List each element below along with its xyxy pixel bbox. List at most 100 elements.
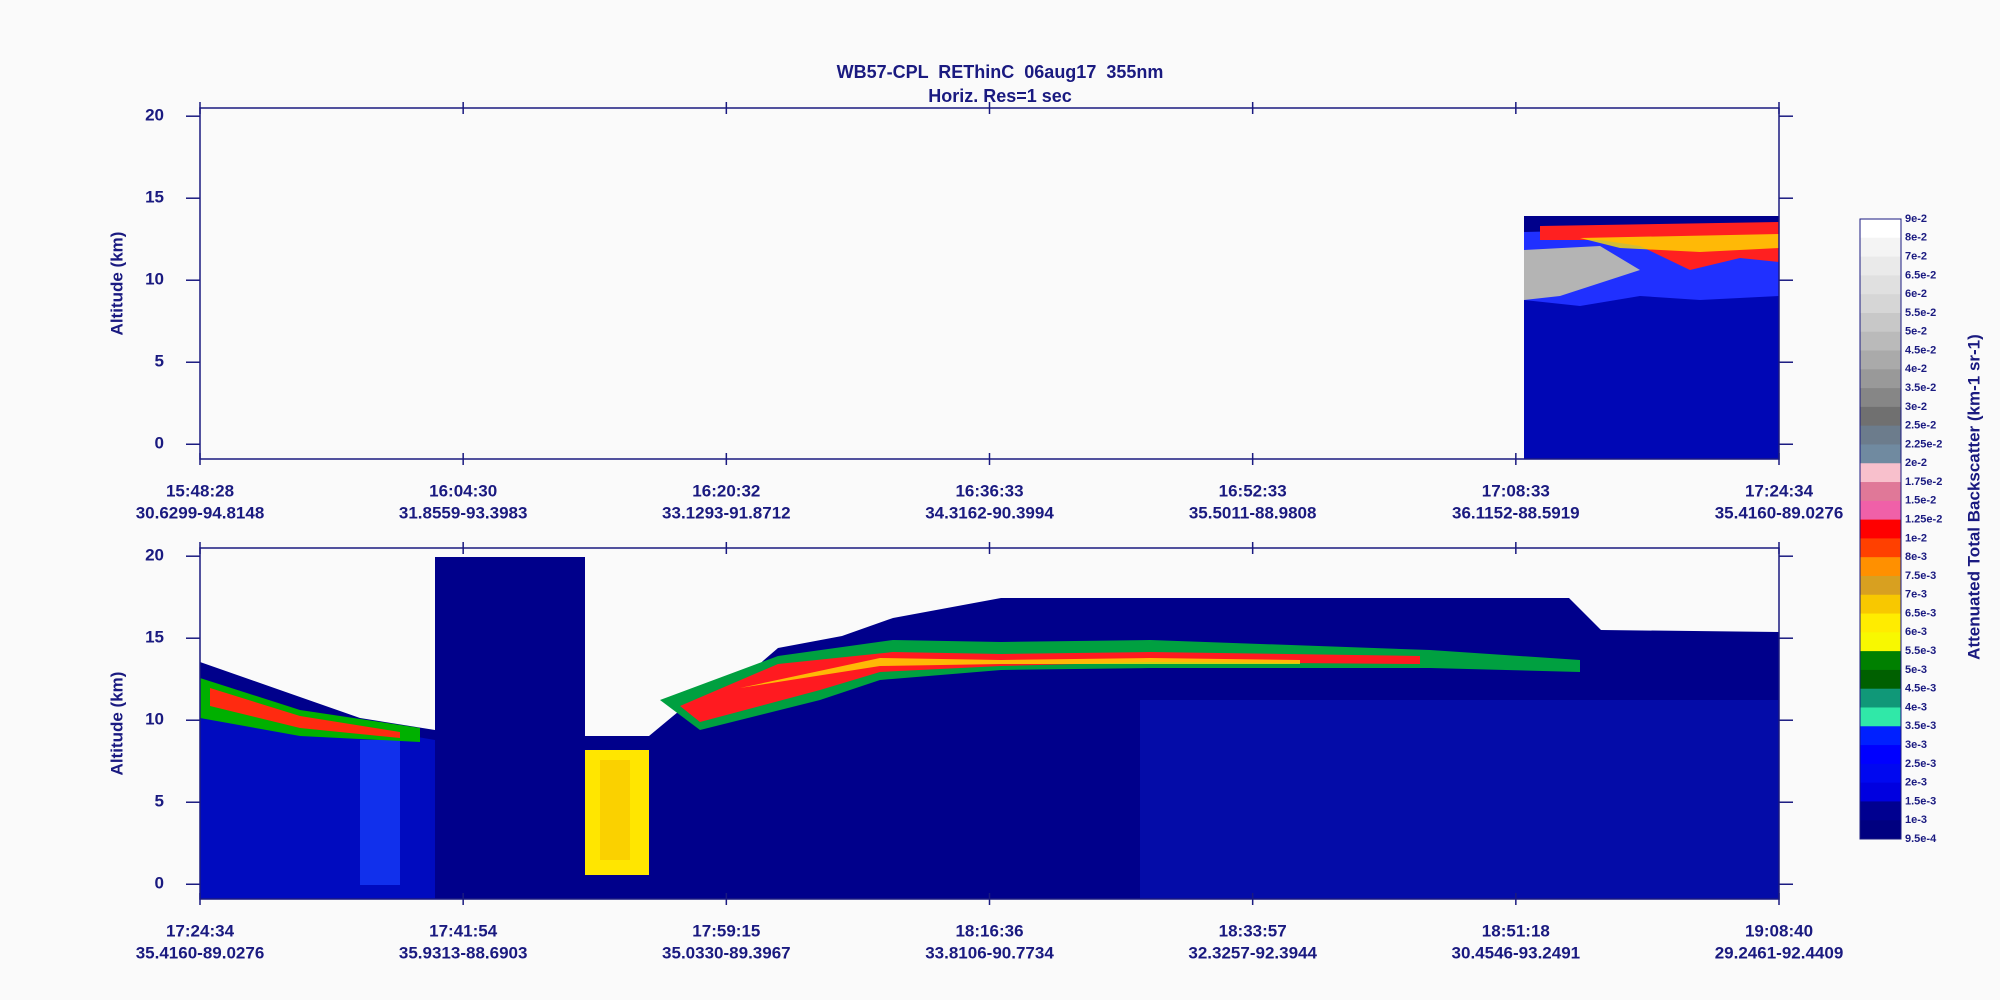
x-tick-location: 32.3257-92.3944 [1188, 943, 1317, 962]
colorbar-level [1860, 726, 1901, 746]
colorbar-tick-label: 4.5e-2 [1905, 344, 1936, 356]
curtain-bottom [200, 557, 1779, 899]
colorbar-tick-label: 1.5e-3 [1905, 795, 1936, 807]
x-tick-time: 16:04:30 [429, 481, 497, 500]
colorbar-tick-label: 1.25e-2 [1905, 514, 1942, 526]
colorbar-level [1860, 237, 1901, 258]
curtain-top [1524, 216, 1779, 459]
y-tick-label: 0 [155, 874, 164, 893]
colorbar-level [1860, 369, 1901, 389]
x-tick-location: 34.3162-90.3994 [925, 503, 1054, 522]
colorbar-level [1860, 388, 1901, 408]
y-tick-label: 20 [145, 546, 164, 565]
colorbar-tick-label: 5.5e-2 [1905, 307, 1936, 319]
y-axis-label: Altitude (km) [107, 232, 126, 336]
colorbar-level [1860, 275, 1901, 295]
colorbar-tick-label: 4e-3 [1905, 701, 1927, 713]
colorbar-level [1860, 763, 1901, 784]
colorbar-tick-label: 3e-3 [1905, 739, 1927, 751]
x-tick-time: 18:16:36 [955, 921, 1023, 940]
x-tick-location: 33.8106-90.7734 [925, 943, 1054, 962]
colorbar-level [1860, 350, 1901, 370]
x-tick-location: 35.4160-89.0276 [136, 943, 265, 962]
colorbar-level [1860, 651, 1901, 671]
colorbar-level [1860, 594, 1901, 615]
y-tick-label: 5 [155, 352, 164, 371]
colorbar-level [1860, 820, 1901, 840]
y-axis-label: Altitude (km) [107, 672, 126, 776]
colorbar-level [1860, 406, 1901, 427]
colorbar-label: Attenuated Total Backscatter (km-1 sr-1) [1964, 334, 1983, 660]
y-tick-label: 15 [145, 628, 164, 647]
colorbar-tick-label: 1e-2 [1905, 532, 1927, 544]
x-tick-location: 31.8559-93.3983 [399, 503, 528, 522]
colorbar-level [1860, 632, 1901, 652]
colorbar-tick-label: 1.75e-2 [1905, 476, 1942, 488]
y-tick-label: 10 [145, 710, 164, 729]
colorbar-tick-label: 7e-2 [1905, 250, 1927, 262]
colorbar-frame [1859, 218, 1902, 840]
colorbar-level [1860, 256, 1901, 276]
colorbar-tick-label: 1e-3 [1905, 814, 1927, 826]
colorbar-tick-label: 8e-3 [1905, 551, 1927, 563]
colorbar-tick-label: 9.5e-4 [1905, 833, 1937, 845]
x-tick-time: 18:33:57 [1219, 921, 1287, 940]
colorbar-level [1860, 331, 1901, 352]
colorbar-tick-label: 1.5e-2 [1905, 495, 1936, 507]
x-tick-location: 35.9313-88.6903 [399, 943, 528, 962]
colorbar-level [1860, 463, 1901, 483]
colorbar-level [1860, 425, 1901, 445]
subtitle: Horiz. Res=1 sec [928, 86, 1072, 106]
title: WB57-CPL REThinC 06aug17 355nm [837, 62, 1164, 82]
colorbar-tick-label: 3.5e-3 [1905, 720, 1936, 732]
colorbar-tick-label: 6.5e-3 [1905, 607, 1936, 619]
x-tick-location: 36.1152-88.5919 [1452, 503, 1580, 522]
colorbar-level [1860, 482, 1901, 502]
colorbar-level [1860, 688, 1901, 708]
colorbar-tick-label: 7e-3 [1905, 589, 1927, 601]
colorbar-level [1860, 782, 1901, 802]
colorbar-level [1860, 444, 1901, 464]
x-tick-time: 17:08:33 [1482, 481, 1550, 500]
colorbar-level [1860, 500, 1901, 521]
y-tick-label: 10 [145, 270, 164, 289]
colorbar-tick-label: 5e-2 [1905, 326, 1927, 338]
x-tick-time: 16:20:32 [692, 481, 760, 500]
x-tick-time: 16:36:33 [955, 481, 1023, 500]
colorbar-tick-label: 6e-2 [1905, 288, 1927, 300]
colorbar-level [1860, 745, 1901, 765]
colorbar-tick-label: 8e-2 [1905, 232, 1927, 244]
colorbar-tick-label: 2.5e-2 [1905, 420, 1936, 432]
colorbar-tick-label: 6.5e-2 [1905, 269, 1936, 281]
colorbar-level [1860, 312, 1901, 333]
colorbar-level [1860, 219, 1901, 239]
x-tick-location: 35.0330-89.3967 [662, 943, 791, 962]
y-tick-label: 5 [155, 792, 164, 811]
x-tick-time: 17:41:54 [429, 921, 498, 940]
colorbar-tick-label: 5e-3 [1905, 664, 1927, 676]
colorbar-level [1860, 669, 1901, 690]
x-tick-time: 17:59:15 [692, 921, 760, 940]
x-tick-time: 18:51:18 [1482, 921, 1550, 940]
colorbar-tick-label: 2.25e-2 [1905, 438, 1942, 450]
colorbar-level [1860, 613, 1901, 633]
x-tick-location: 35.5011-88.9808 [1189, 503, 1317, 522]
x-tick-time: 19:08:40 [1745, 921, 1813, 940]
colorbar: 9e-2 8e-2 7e-2 6.5e-2 6e-2 5.5e-2 5e-2 4.5e-2 4e… [1859, 213, 1983, 845]
x-tick-time: 16:52:33 [1219, 481, 1287, 500]
x-tick-time: 15:48:28 [166, 481, 234, 500]
colorbar-tick-label: 9e-2 [1905, 213, 1927, 225]
x-tick-time: 17:24:34 [1745, 481, 1814, 500]
colorbar-tick-label: 7.5e-3 [1905, 570, 1936, 582]
colorbar-tick-label: 6e-3 [1905, 626, 1927, 638]
y-tick-label: 15 [145, 188, 164, 207]
x-tick-time: 17:24:34 [166, 921, 235, 940]
colorbar-tick-label: 3.5e-2 [1905, 382, 1936, 394]
colorbar-level [1860, 801, 1901, 821]
colorbar-level [1860, 538, 1901, 558]
colorbar-tick-label: 4e-2 [1905, 363, 1927, 375]
colorbar-tick-label: 4.5e-3 [1905, 683, 1936, 695]
y-tick-label: 0 [155, 434, 164, 453]
colorbar-level [1860, 707, 1901, 727]
